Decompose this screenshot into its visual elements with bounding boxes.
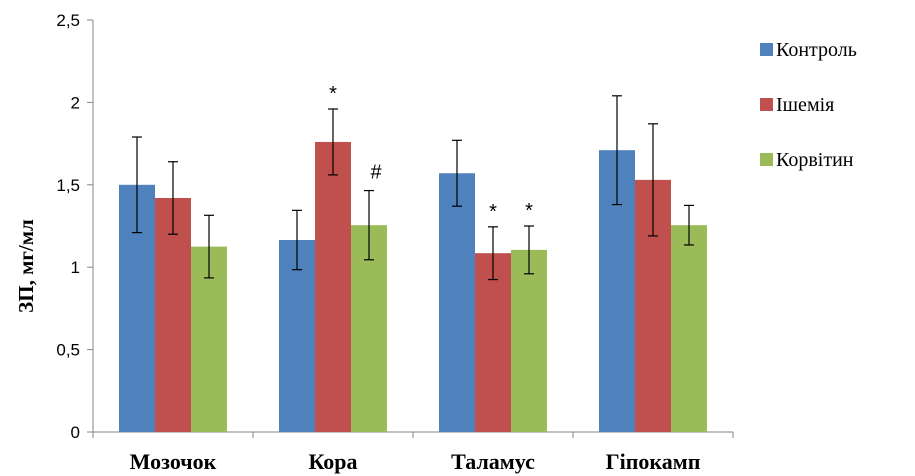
bar <box>439 173 475 432</box>
y-tick-label: 1 <box>71 258 80 277</box>
x-category-label: Мозочок <box>130 449 217 474</box>
legend-swatch <box>760 43 773 56</box>
bar <box>155 197 191 432</box>
x-category-label: Гіпокамп <box>606 449 701 474</box>
bar <box>511 249 547 432</box>
y-tick-label: 2,5 <box>56 11 80 30</box>
significance-mark: * <box>525 200 533 222</box>
legend-swatch <box>760 153 773 166</box>
bar <box>279 240 315 432</box>
y-tick-label: 0 <box>71 423 80 442</box>
significance-mark: * <box>329 83 337 105</box>
error-bars <box>132 95 694 281</box>
bar <box>475 253 511 432</box>
legend: Контроль Ішемія Корвітин <box>760 39 857 171</box>
y-tick-label: 2 <box>71 93 80 112</box>
x-category-label: Кора <box>308 449 357 474</box>
bar <box>671 225 707 432</box>
bars <box>119 141 707 432</box>
bar <box>315 141 351 432</box>
legend-label: Корвітин <box>776 149 854 171</box>
significance-mark: # <box>370 162 382 184</box>
y-axis-title: ЗП, мг/мл <box>14 219 38 313</box>
significance-mark: * <box>489 201 497 223</box>
x-axis: Мозочок Кора Таламус Гіпокамп <box>92 431 734 474</box>
y-tick-label: 1,5 <box>56 176 80 195</box>
legend-swatch <box>760 98 773 111</box>
legend-label: Контроль <box>776 39 857 61</box>
y-tick-label: 0,5 <box>56 341 80 360</box>
annotations: * * # * <box>329 83 533 223</box>
x-category-label: Таламус <box>451 449 535 474</box>
y-axis: 0 0,5 1 1,5 2 2,5 <box>56 11 94 442</box>
legend-label: Ішемія <box>776 94 834 116</box>
